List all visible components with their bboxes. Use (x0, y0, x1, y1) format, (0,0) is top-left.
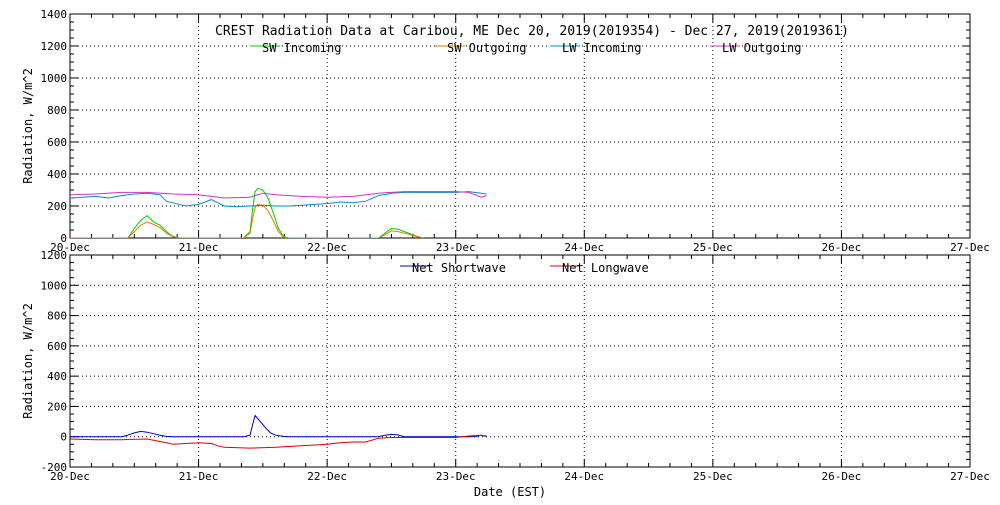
x-tick-label: 25-Dec (693, 241, 733, 254)
series-line-lw-incoming (70, 191, 487, 208)
y-axis-label: Radiation, W/m^2 (21, 303, 35, 419)
y-tick-label: 400 (47, 370, 67, 383)
y-tick-label: 1200 (41, 40, 68, 53)
y-tick-label: 0 (60, 431, 67, 444)
legend-label-net-longwave: Net Longwave (562, 261, 649, 275)
legend-label-lw-outgoing: LW Outgoing (722, 41, 801, 55)
y-tick-label: 1200 (41, 249, 68, 262)
x-tick-label: 20-Dec (50, 470, 90, 483)
legend-label-net-shortwave: Net Shortwave (412, 261, 506, 275)
legend-label-lw-incoming: LW Incoming (562, 41, 641, 55)
x-tick-label: 24-Dec (564, 470, 604, 483)
y-tick-label: 1000 (41, 279, 68, 292)
x-tick-label: 27-Dec (950, 241, 990, 254)
x-tick-label: 24-Dec (564, 241, 604, 254)
y-tick-label: 600 (47, 136, 67, 149)
y-axis-label: Radiation, W/m^2 (21, 68, 35, 184)
y-tick-label: 400 (47, 168, 67, 181)
x-tick-label: 26-Dec (822, 470, 862, 483)
y-tick-label: 600 (47, 340, 67, 353)
x-tick-label: 22-Dec (307, 470, 347, 483)
x-tick-label: 20-Dec (50, 241, 90, 254)
series-line-net-longwave (70, 434, 487, 449)
y-tick-label: 200 (47, 200, 67, 213)
x-tick-label: 26-Dec (822, 241, 862, 254)
plot-frame (69, 254, 971, 468)
x-tick-label: 21-Dec (179, 470, 219, 483)
series-line-lw-outgoing (70, 191, 487, 199)
series-line-sw-incoming (70, 187, 424, 238)
legend-label-sw-outgoing: SW Outgoing (447, 41, 526, 55)
y-tick-label: -200 (41, 461, 68, 474)
y-tick-label: 800 (47, 104, 67, 117)
panel-1: 0 200 400 600 800 1000 1200 1400 20-Dec 21-Dec 22-… (21, 8, 990, 254)
y-tick-label: 1000 (41, 72, 68, 85)
legend-label-sw-incoming: SW Incoming (262, 41, 341, 55)
x-tick-label: 23-Dec (436, 241, 476, 254)
x-axis-label: Date (EST) (474, 485, 546, 499)
y-tick-label: 800 (47, 310, 67, 323)
y-tick-label: 200 (47, 400, 67, 413)
x-tick-label: 21-Dec (179, 241, 219, 254)
y-tick-label: 0 (60, 232, 67, 245)
y-tick-label: 1400 (41, 8, 68, 21)
x-tick-label: 23-Dec (436, 470, 476, 483)
x-tick-label: 22-Dec (307, 241, 347, 254)
x-tick-label: 25-Dec (693, 470, 733, 483)
series-line-net-shortwave (70, 414, 487, 438)
panel-2: -200 0 200 400 600 800 1000 1200 20-Dec 21-Dec 22-… (21, 249, 990, 499)
x-tick-label: 27-Dec (950, 470, 990, 483)
chart-title: CREST Radiation Data at Caribou, ME Dec … (215, 24, 849, 39)
series-line-sw-outgoing (70, 203, 424, 238)
